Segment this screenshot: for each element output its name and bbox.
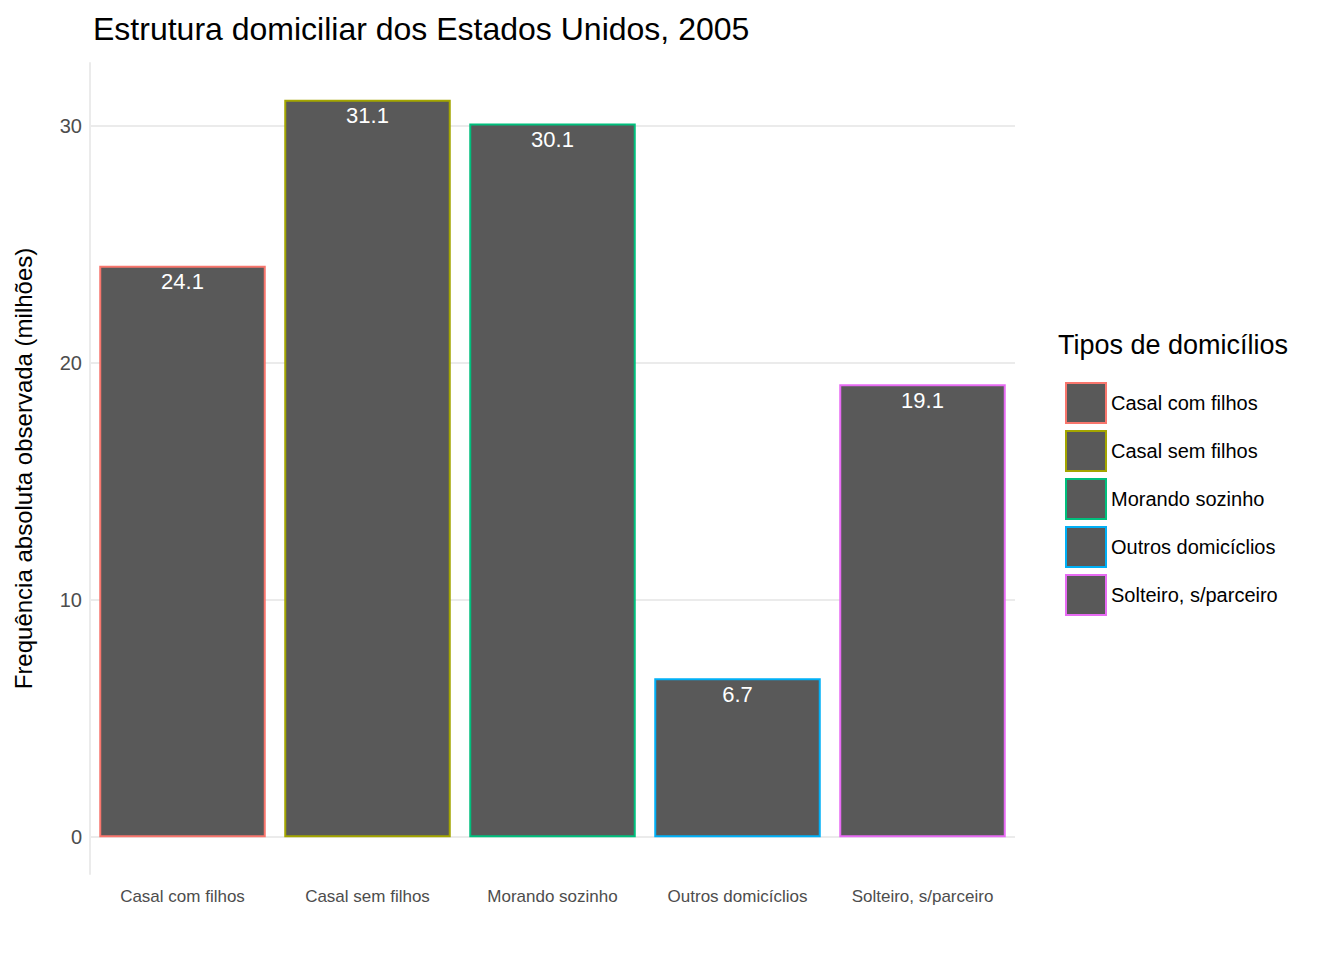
svg-text:30.1: 30.1 — [531, 127, 574, 152]
svg-text:10: 10 — [60, 589, 82, 611]
svg-text:Estrutura domiciliar dos Estad: Estrutura domiciliar dos Estados Unidos,… — [93, 11, 749, 47]
svg-text:20: 20 — [60, 352, 82, 374]
svg-text:Morando sozinho: Morando sozinho — [1111, 488, 1264, 510]
svg-text:Casal sem filhos: Casal sem filhos — [1111, 440, 1258, 462]
svg-text:0: 0 — [71, 826, 82, 848]
svg-text:Frequência absoluta observada: Frequência absoluta observada (milhões) — [10, 248, 37, 690]
svg-text:Outros domicíclios: Outros domicíclios — [1111, 536, 1276, 558]
svg-text:Solteiro, s/parceiro: Solteiro, s/parceiro — [852, 887, 994, 906]
svg-text:30: 30 — [60, 115, 82, 137]
svg-text:Casal com filhos: Casal com filhos — [120, 887, 245, 906]
svg-text:31.1: 31.1 — [346, 103, 389, 128]
svg-text:Solteiro, s/parceiro: Solteiro, s/parceiro — [1111, 584, 1278, 606]
svg-text:Tipos de domicílios: Tipos de domicílios — [1058, 330, 1288, 360]
svg-text:Casal com filhos: Casal com filhos — [1111, 392, 1258, 414]
svg-text:Morando sozinho: Morando sozinho — [487, 887, 617, 906]
svg-text:Casal sem filhos: Casal sem filhos — [305, 887, 430, 906]
svg-text:6.7: 6.7 — [722, 682, 753, 707]
svg-text:Outros domicíclios: Outros domicíclios — [668, 887, 808, 906]
svg-text:24.1: 24.1 — [161, 269, 204, 294]
svg-text:19.1: 19.1 — [901, 388, 944, 413]
